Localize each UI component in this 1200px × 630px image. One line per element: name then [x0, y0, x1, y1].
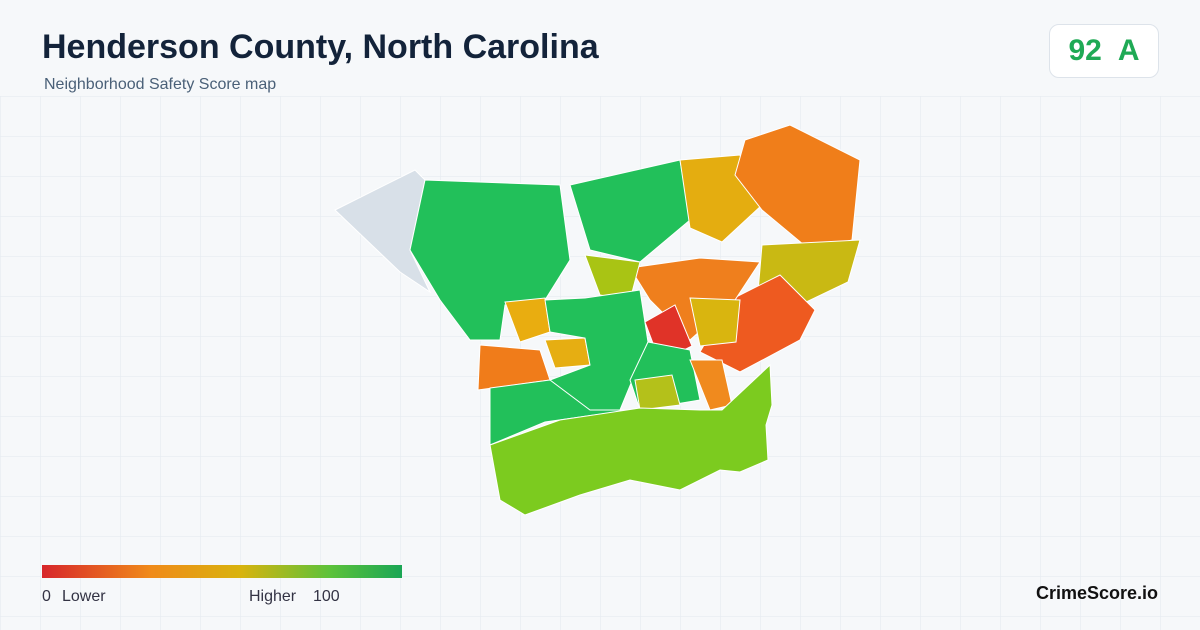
legend-min-label: Lower: [62, 588, 106, 605]
legend-min: 0: [42, 588, 51, 605]
region: [634, 374, 681, 411]
region: [569, 159, 691, 263]
legend-gradient: [42, 565, 402, 578]
region: [689, 297, 741, 347]
legend-max: 100: [313, 588, 340, 605]
score-value: 92: [1068, 34, 1102, 67]
score-badge: 92 A: [1049, 24, 1159, 78]
title: Henderson County, North Carolina: [42, 28, 599, 66]
score-grade: A: [1117, 34, 1140, 67]
region: [489, 363, 773, 516]
legend-max-label: Higher: [249, 588, 297, 605]
brand: CrimeScore.io: [1035, 583, 1158, 603]
subtitle: Neighborhood Safety Score map: [44, 76, 277, 93]
region: [699, 274, 816, 373]
county-map: [334, 124, 861, 516]
